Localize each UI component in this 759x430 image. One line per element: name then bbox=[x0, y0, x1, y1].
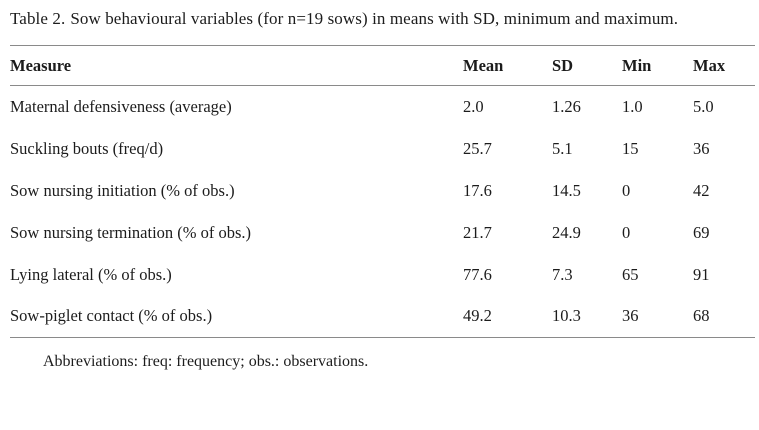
table-caption-text: Sow behavioural variables (for n=19 sows… bbox=[70, 9, 679, 28]
mean-cell: 2.0 bbox=[463, 96, 484, 116]
max-cell: 36 bbox=[693, 138, 710, 158]
data-table: Measure Mean SD Min Max Maternal defensi… bbox=[10, 45, 755, 338]
column-header-mean: Mean bbox=[463, 45, 552, 86]
measure-cell: Suckling bouts (freq/d) bbox=[10, 138, 164, 158]
table-row: Maternal defensiveness (average) 2.0 1.2… bbox=[10, 86, 755, 128]
max-cell: 5.0 bbox=[693, 96, 714, 116]
mean-cell: 49.2 bbox=[463, 306, 492, 326]
table-caption-label: Table 2. bbox=[10, 9, 66, 28]
table-row: Sow-piglet contact (% of obs.) 49.2 10.3… bbox=[10, 296, 755, 338]
min-cell: 0 bbox=[622, 222, 631, 242]
measure-cell: Sow nursing termination (% of obs.) bbox=[10, 222, 252, 242]
column-header-min: Min bbox=[622, 45, 693, 86]
sd-cell: 10.3 bbox=[552, 306, 581, 326]
abbreviations-footnote: Abbreviations: freq: frequency; obs.: ob… bbox=[43, 353, 369, 370]
table-caption: Table 2. Sow behavioural variables (for n… bbox=[0, 0, 720, 34]
min-cell: 65 bbox=[622, 264, 639, 284]
max-cell: 91 bbox=[693, 264, 710, 284]
column-header-sd: SD bbox=[552, 45, 622, 86]
column-header-max: Max bbox=[693, 45, 755, 86]
measure-cell: Maternal defensiveness (average) bbox=[10, 96, 232, 116]
sd-cell: 24.9 bbox=[552, 222, 581, 242]
sd-cell: 14.5 bbox=[552, 180, 581, 200]
mean-cell: 21.7 bbox=[463, 222, 492, 242]
max-cell: 42 bbox=[693, 180, 710, 200]
min-cell: 36 bbox=[622, 306, 639, 326]
min-cell: 0 bbox=[622, 180, 631, 200]
min-cell: 1.0 bbox=[622, 96, 643, 116]
column-header-measure: Measure bbox=[10, 45, 463, 86]
mean-cell: 25.7 bbox=[463, 138, 492, 158]
measure-cell: Lying lateral (% of obs.) bbox=[10, 264, 172, 284]
measure-cell: Sow-piglet contact (% of obs.) bbox=[10, 306, 213, 326]
table-row: Suckling bouts (freq/d) 25.7 5.1 15 36 bbox=[10, 128, 755, 170]
mean-cell: 77.6 bbox=[463, 264, 492, 284]
table-row: Sow nursing initiation (% of obs.) 17.6 … bbox=[10, 170, 755, 212]
table-header-row: Measure Mean SD Min Max bbox=[10, 45, 755, 86]
measure-cell: Sow nursing initiation (% of obs.) bbox=[10, 180, 235, 200]
table-row: Sow nursing termination (% of obs.) 21.7… bbox=[10, 212, 755, 254]
sd-cell: 5.1 bbox=[552, 138, 573, 158]
max-cell: 68 bbox=[693, 306, 710, 326]
sd-cell: 1.26 bbox=[552, 96, 581, 116]
mean-cell: 17.6 bbox=[463, 180, 492, 200]
sd-cell: 7.3 bbox=[552, 264, 573, 284]
max-cell: 69 bbox=[693, 222, 710, 242]
table-row: Lying lateral (% of obs.) 77.6 7.3 65 91 bbox=[10, 254, 755, 296]
min-cell: 15 bbox=[622, 138, 639, 158]
